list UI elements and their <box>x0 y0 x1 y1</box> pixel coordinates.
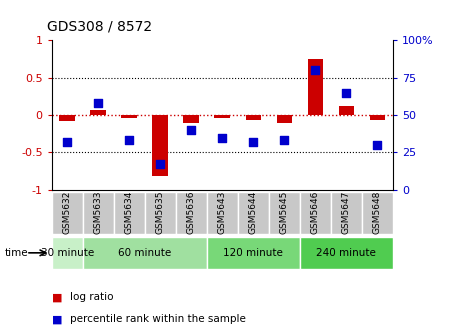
Bar <box>145 192 176 234</box>
Bar <box>121 115 137 118</box>
Text: 240 minute: 240 minute <box>317 248 376 258</box>
Text: GSM5634: GSM5634 <box>125 191 134 234</box>
Point <box>281 138 288 143</box>
Point <box>312 68 319 73</box>
Text: 60 minute: 60 minute <box>118 248 172 258</box>
Bar <box>83 192 114 234</box>
Text: GSM5635: GSM5635 <box>156 191 165 234</box>
Text: GSM5648: GSM5648 <box>373 191 382 234</box>
Point <box>343 90 350 95</box>
Text: time: time <box>4 248 28 258</box>
Point <box>374 142 381 148</box>
Bar <box>114 192 145 234</box>
Bar <box>238 192 269 234</box>
Bar <box>331 192 362 234</box>
Point <box>188 127 195 133</box>
Bar <box>339 106 354 115</box>
Text: GSM5645: GSM5645 <box>280 191 289 234</box>
Text: 30 minute: 30 minute <box>40 248 94 258</box>
Text: GSM5643: GSM5643 <box>218 191 227 234</box>
Bar <box>246 115 261 120</box>
Point <box>95 100 102 106</box>
Bar <box>52 192 83 234</box>
Bar <box>176 192 207 234</box>
Bar <box>52 237 83 269</box>
Point <box>126 138 133 143</box>
Text: percentile rank within the sample: percentile rank within the sample <box>70 314 246 324</box>
Bar <box>184 115 199 123</box>
Text: log ratio: log ratio <box>70 292 113 302</box>
Bar <box>370 115 385 120</box>
Bar <box>207 237 300 269</box>
Bar <box>269 192 300 234</box>
Bar <box>207 192 238 234</box>
Text: GSM5646: GSM5646 <box>311 191 320 234</box>
Text: GSM5633: GSM5633 <box>94 191 103 234</box>
Bar <box>300 192 331 234</box>
Bar <box>300 237 393 269</box>
Bar <box>215 115 230 118</box>
Text: GSM5632: GSM5632 <box>63 191 72 234</box>
Point <box>157 162 164 167</box>
Bar <box>277 115 292 123</box>
Text: GSM5647: GSM5647 <box>342 191 351 234</box>
Bar <box>83 237 207 269</box>
Bar <box>59 115 75 121</box>
Text: GDS308 / 8572: GDS308 / 8572 <box>47 19 152 34</box>
Text: GSM5644: GSM5644 <box>249 191 258 234</box>
Bar <box>362 192 393 234</box>
Text: GSM5636: GSM5636 <box>187 191 196 234</box>
Text: ■: ■ <box>52 292 62 302</box>
Point <box>250 139 257 145</box>
Point <box>64 139 71 145</box>
Text: ■: ■ <box>52 314 62 324</box>
Text: 120 minute: 120 minute <box>223 248 283 258</box>
Bar <box>308 59 323 115</box>
Bar <box>153 115 168 176</box>
Bar <box>90 110 106 115</box>
Point <box>219 135 226 140</box>
